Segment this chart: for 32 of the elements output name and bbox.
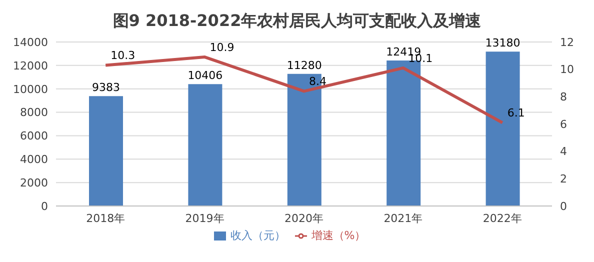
y-tick-label: 6000 bbox=[20, 130, 48, 143]
y-tick-label: 4000 bbox=[20, 153, 48, 166]
bar bbox=[188, 84, 222, 206]
x-tick-label: 2019年 bbox=[185, 212, 224, 225]
legend-label: 收入（元） bbox=[230, 229, 286, 242]
y2-tick-label: 8 bbox=[560, 90, 567, 104]
bar bbox=[89, 96, 123, 206]
y2-tick-label: 2 bbox=[560, 172, 567, 186]
y-tick-label: 12000 bbox=[13, 59, 48, 72]
y2-tick-label: 6 bbox=[560, 118, 567, 131]
legend-label: 增速（%） bbox=[311, 229, 366, 242]
bar bbox=[386, 60, 421, 206]
y2-tick-label: 4 bbox=[560, 145, 567, 158]
x-tick-label: 2022年 bbox=[482, 212, 522, 225]
x-tick-label: 2021年 bbox=[384, 212, 423, 225]
chart-title: 图9 2018-2022年农村居民人均可支配收入及增速 bbox=[112, 10, 482, 32]
data-label: 11280 bbox=[286, 58, 322, 72]
x-tick-label: 2020年 bbox=[284, 212, 324, 225]
y-tick-label: 2000 bbox=[20, 176, 48, 190]
data-label: 9383 bbox=[92, 81, 120, 94]
x-tick-label: 2018年 bbox=[86, 212, 126, 225]
data-label: 10406 bbox=[188, 69, 223, 82]
y2-tick-label: 10 bbox=[560, 63, 574, 76]
y-tick-label: 14000 bbox=[13, 36, 48, 49]
y2-tick-label: 0 bbox=[560, 200, 567, 213]
data-label: 13180 bbox=[485, 36, 520, 50]
y-tick-label: 10000 bbox=[13, 82, 48, 96]
y-tick-label: 8000 bbox=[20, 106, 48, 120]
data-label: 10.9 bbox=[210, 41, 234, 54]
y-tick-label: 0 bbox=[41, 200, 48, 213]
y2-tick-label: 12 bbox=[560, 36, 574, 49]
data-label: 10.3 bbox=[110, 49, 136, 62]
